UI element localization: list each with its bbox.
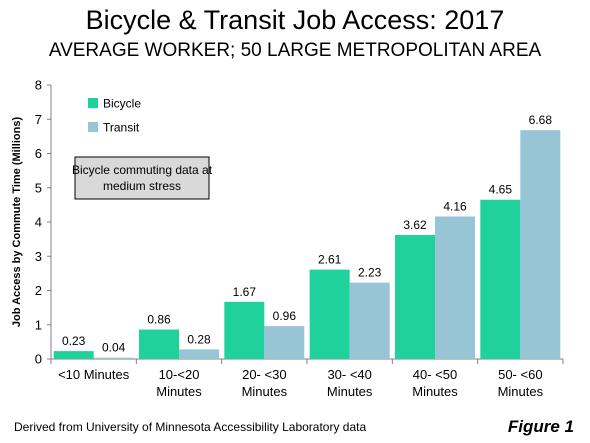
- x-tick-label: Minutes: [242, 384, 288, 399]
- annotation-text: Bicycle commuting data at: [72, 163, 213, 177]
- legend-swatch: [88, 122, 98, 132]
- x-tick-label: 10-<20: [159, 367, 200, 382]
- y-tick-label: 1: [35, 317, 42, 332]
- bar-transit: [93, 357, 134, 359]
- annotation-text: medium stress: [103, 179, 181, 193]
- chart-subtitle: AVERAGE WORKER; 50 LARGE METROPOLITAN AR…: [48, 40, 542, 61]
- data-label-transit: 0.28: [187, 332, 211, 346]
- data-label-bicycle: 0.86: [147, 313, 171, 327]
- x-tick-label: <10 Minutes: [58, 367, 130, 382]
- y-tick-label: 7: [35, 112, 42, 127]
- x-tick-label: 20- <30: [242, 367, 286, 382]
- data-label-bicycle: 3.62: [403, 218, 427, 232]
- source-note: Derived from University of Minnesota Acc…: [14, 420, 367, 434]
- x-tick-label: 40- <50: [413, 367, 457, 382]
- legend-label: Transit: [103, 121, 140, 135]
- x-tick-label: 50- <60: [498, 367, 542, 382]
- bar-transit: [520, 130, 561, 359]
- data-label-bicycle: 0.23: [62, 334, 86, 348]
- annotation-box: [74, 156, 210, 200]
- data-label-transit: 0.96: [273, 309, 297, 323]
- y-axis-title: Job Access by Commute Time (Millions): [11, 117, 23, 328]
- data-label-transit: 4.16: [443, 200, 467, 214]
- figure-label: Figure 1: [507, 417, 574, 436]
- y-tick-label: 4: [35, 215, 42, 230]
- chart-title: Bicycle & Transit Job Access: 2017: [85, 5, 505, 35]
- bar-transit: [179, 349, 219, 359]
- x-tick-label: Minutes: [327, 384, 373, 399]
- y-tick-label: 5: [35, 180, 42, 195]
- data-label-bicycle: 1.67: [233, 285, 257, 299]
- legend-label: Bicycle: [103, 97, 141, 111]
- bar-bicycle: [395, 235, 435, 359]
- bar-transit: [349, 282, 390, 359]
- x-tick-label: Minutes: [156, 384, 202, 399]
- y-tick-label: 6: [35, 146, 42, 161]
- x-tick-label: 30- <40: [327, 367, 371, 382]
- y-tick-label: 3: [35, 249, 42, 264]
- bar-bicycle: [309, 269, 350, 359]
- y-tick-label: 0: [35, 352, 42, 367]
- data-label-transit: 0.04: [102, 341, 126, 355]
- bar-bicycle: [53, 351, 94, 359]
- bar-bicycle: [224, 301, 265, 359]
- data-label-transit: 2.23: [358, 266, 382, 280]
- bar-bicycle: [139, 329, 179, 359]
- y-tick-label: 8: [35, 78, 42, 93]
- data-label-bicycle: 2.61: [318, 253, 342, 267]
- bar-transit: [435, 216, 475, 359]
- x-tick-label: Minutes: [498, 384, 544, 399]
- bar-transit: [264, 326, 305, 359]
- data-label-bicycle: 4.65: [489, 183, 513, 197]
- bar-bicycle: [480, 199, 521, 359]
- legend-swatch: [88, 98, 98, 108]
- data-label-transit: 6.68: [529, 113, 553, 127]
- x-tick-label: Minutes: [412, 384, 458, 399]
- y-tick-label: 2: [35, 283, 42, 298]
